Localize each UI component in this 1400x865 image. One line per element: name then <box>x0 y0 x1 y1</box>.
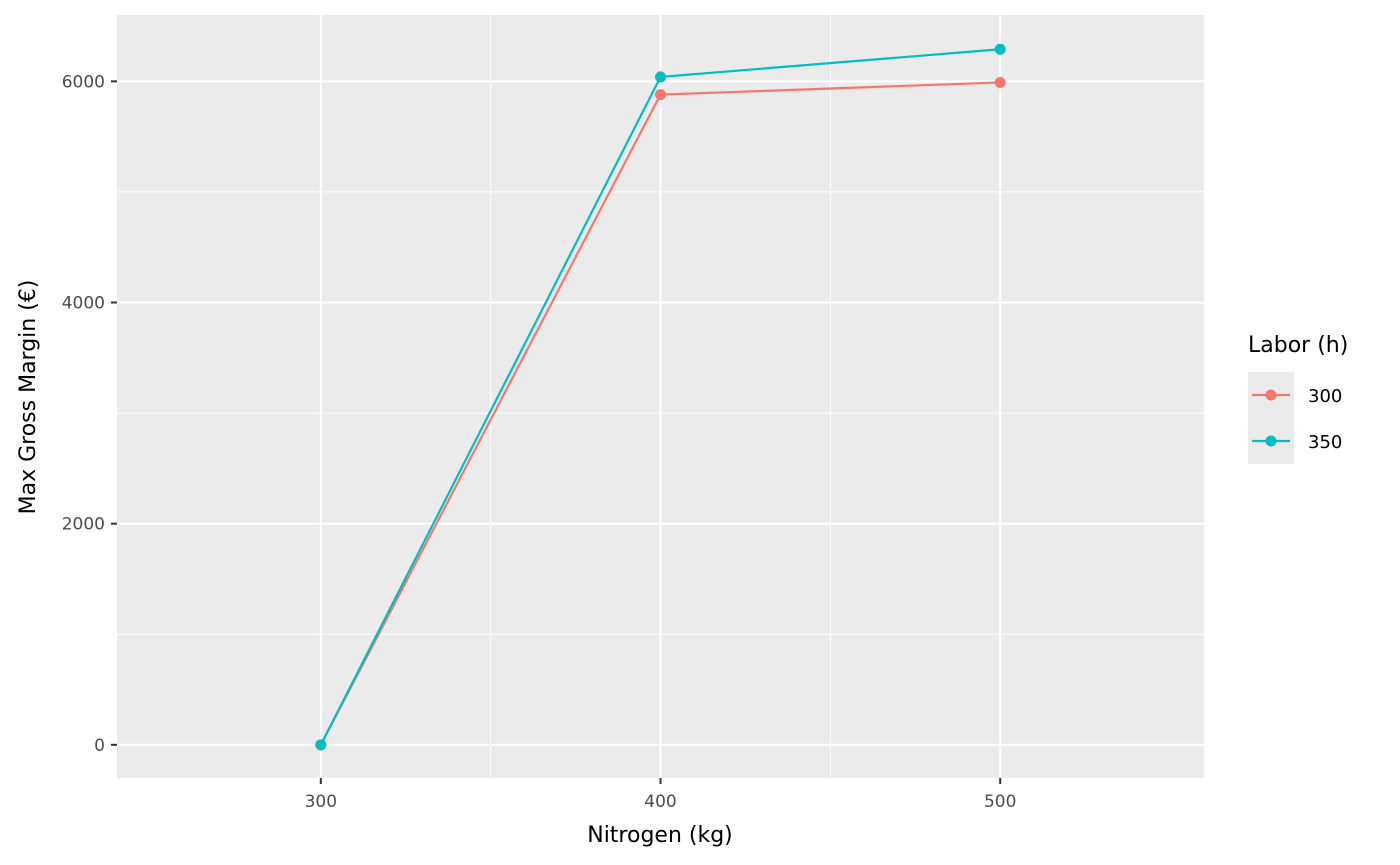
series-points <box>315 43 1006 751</box>
x-tick-label: 500 <box>984 792 1016 812</box>
data-point-350 <box>655 71 666 83</box>
data-point-300 <box>655 89 666 101</box>
data-point-300 <box>994 76 1006 88</box>
x-tick-label: 300 <box>305 792 337 812</box>
legend-title: Labor (h) <box>1248 333 1348 358</box>
x-axis: 300 400 500 <box>305 778 1016 812</box>
legend-label: 350 <box>1308 432 1342 453</box>
x-axis-title: Nitrogen (kg) <box>587 823 733 848</box>
y-axis: 0 2000 4000 6000 <box>62 72 117 756</box>
y-axis-title: Max Gross Margin (€) <box>16 280 41 515</box>
data-point-350 <box>315 739 327 751</box>
legend-key-point <box>1265 389 1277 401</box>
major-gridlines <box>117 15 1204 778</box>
y-tick-label: 2000 <box>62 515 105 535</box>
y-tick-label: 6000 <box>62 72 105 92</box>
y-tick-label: 4000 <box>62 294 105 314</box>
legend-key-point <box>1265 435 1277 447</box>
legend-label: 300 <box>1308 386 1342 407</box>
data-point-350 <box>994 43 1006 55</box>
legend: Labor (h) 300 350 <box>1248 333 1348 464</box>
x-tick-label: 400 <box>644 792 676 812</box>
y-tick-label: 0 <box>94 736 105 756</box>
